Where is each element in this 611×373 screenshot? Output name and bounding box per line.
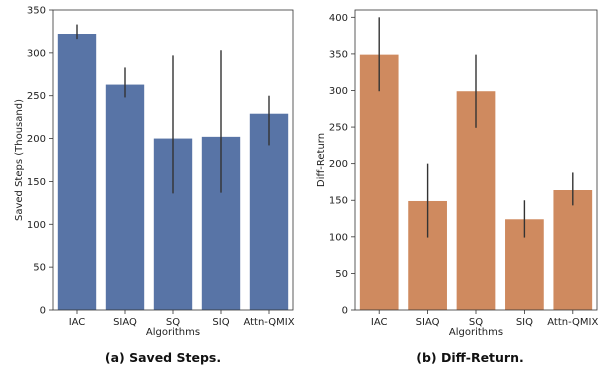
y-tick-label: 150	[329, 196, 348, 207]
x-tick-label: IAC	[371, 317, 388, 328]
y-tick-label: 0	[342, 306, 348, 317]
chart-saved-steps: 0 50 100 150 200 250 300 350 IAC SIAQ SQ SIQ Attn-QM…	[14, 6, 295, 366]
x-tick-label: SQ	[166, 317, 180, 328]
y-tick-label: 300	[329, 86, 348, 97]
bar-iac	[359, 54, 399, 310]
x-axis-label: Algorithms	[449, 327, 503, 338]
x-tick-label: SQ	[469, 317, 483, 328]
y-tick-label: 300	[27, 48, 46, 59]
y-tick-label: 200	[27, 134, 46, 145]
y-tick-label: 150	[27, 177, 46, 188]
x-tick-label: SIQ	[516, 317, 533, 328]
x-tick-label: Attn-QMIX	[547, 317, 598, 328]
y-tick-label: 200	[329, 159, 348, 170]
x-tick-label: SIAQ	[416, 317, 440, 328]
x-tick-label: Attn-QMIX	[243, 317, 294, 328]
x-tick-label: IAC	[69, 317, 86, 328]
y-tick-label: 50	[33, 263, 46, 274]
bar-siaq	[105, 84, 145, 310]
y-tick-label: 100	[27, 220, 46, 231]
bar-iac	[57, 34, 97, 310]
y-axis-label: Diff-Return	[316, 133, 327, 187]
y-tick-label: 400	[329, 13, 348, 24]
y-tick-label: 250	[329, 123, 348, 134]
y-tick-label: 0	[40, 306, 46, 317]
chart-diff-return: 0 50 100 150 200 250 300 350 400 IAC SIAQ SQ SIQ Attn…	[316, 9, 599, 365]
y-tick-label: 250	[27, 91, 46, 102]
x-tick-label: SIAQ	[113, 317, 137, 328]
y-tick-label: 350	[27, 6, 46, 17]
bar-attn-qmix	[553, 190, 593, 310]
bar-attn-qmix	[249, 113, 289, 310]
y-axis-label: Saved Steps (Thousand)	[14, 99, 25, 221]
y-tick-label: 350	[329, 49, 348, 60]
y-tick-label: 100	[329, 232, 348, 243]
x-axis-label: Algorithms	[146, 327, 200, 338]
chart-caption: (b) Diff-Return.	[416, 350, 524, 365]
x-tick-label: SIQ	[212, 317, 229, 328]
chart-caption: (a) Saved Steps.	[105, 350, 221, 365]
y-tick-label: 50	[335, 269, 348, 280]
